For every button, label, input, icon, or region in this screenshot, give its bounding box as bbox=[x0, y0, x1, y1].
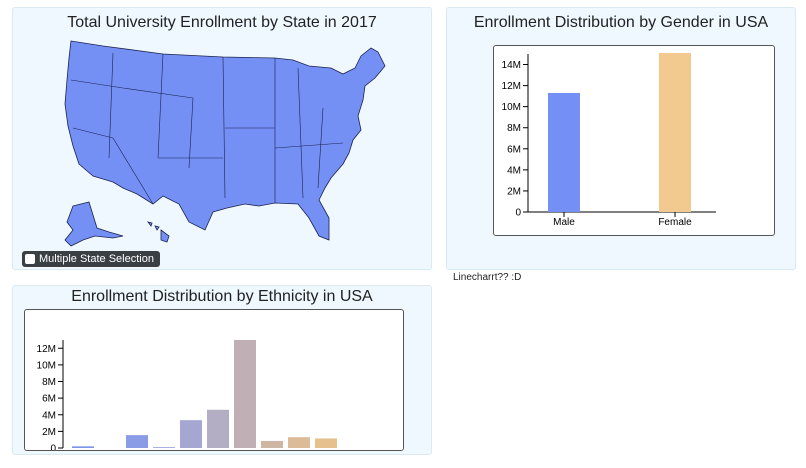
y-tick-label: 2M bbox=[507, 186, 521, 197]
bar bbox=[126, 435, 148, 448]
bar bbox=[72, 446, 94, 448]
gender-chart-box: 0 2M 4M 6M 8M 10M 12M 14M Male Female bbox=[493, 45, 775, 236]
y-tick-label: 2M bbox=[42, 427, 56, 438]
checkbox[interactable] bbox=[25, 254, 35, 264]
y-tick-label: 12M bbox=[37, 344, 56, 355]
state-shape-alaska bbox=[64, 201, 124, 247]
gender-panel: Enrollment Distribution by Gender in USA… bbox=[446, 7, 796, 270]
y-tick-label: 0 bbox=[515, 208, 521, 219]
y-tick-label: 6M bbox=[42, 394, 56, 405]
y-tick-label: 8M bbox=[42, 377, 56, 388]
bar bbox=[234, 340, 256, 448]
bar bbox=[207, 409, 229, 448]
state-borders bbox=[70, 52, 344, 205]
gender-chart: 0 2M 4M 6M 8M 10M 12M 14M Male Female bbox=[502, 52, 716, 228]
checkbox-label: Multiple State Selection bbox=[39, 253, 154, 265]
map-title: Total University Enrollment by State in … bbox=[67, 14, 377, 31]
bar bbox=[153, 447, 175, 448]
bar bbox=[548, 92, 580, 212]
y-tick-label: 10M bbox=[37, 360, 56, 371]
linechart-placeholder-text: Linecharrt?? :D bbox=[453, 272, 522, 283]
ethnicity-chart-box: 0 2M 4M 6M 8M 10M 12M bbox=[24, 309, 404, 451]
y-tick-label: 4M bbox=[42, 410, 56, 421]
bar bbox=[180, 420, 202, 448]
bar bbox=[261, 440, 283, 448]
ethnicity-chart: 0 2M 4M 6M 8M 10M 12M bbox=[37, 340, 337, 452]
y-tick-label: 12M bbox=[502, 81, 521, 92]
multiple-state-selection-toggle[interactable]: Multiple State Selection bbox=[22, 251, 160, 267]
map-panel: Total University Enrollment by State in … bbox=[12, 7, 432, 270]
x-tick-label: Female bbox=[658, 217, 692, 228]
y-tick-label: 14M bbox=[502, 60, 521, 71]
us-map[interactable] bbox=[13, 8, 431, 269]
state-shape-mainland bbox=[64, 40, 386, 241]
x-tick-label: Male bbox=[553, 217, 575, 228]
y-tick-label: 6M bbox=[507, 144, 521, 155]
state-shape-hawaii bbox=[160, 229, 170, 243]
ethnicity-panel: Enrollment Distribution by Ethnicity in … bbox=[12, 285, 432, 455]
gender-chart-title: Enrollment Distribution by Gender in USA bbox=[473, 14, 769, 31]
ethnicity-chart-title: Enrollment Distribution by Ethnicity in … bbox=[71, 288, 373, 305]
bar bbox=[659, 52, 691, 212]
y-tick-label: 10M bbox=[502, 102, 521, 113]
y-tick-label: 0 bbox=[50, 444, 56, 452]
bar bbox=[315, 438, 337, 448]
bar bbox=[288, 437, 310, 448]
y-tick-label: 8M bbox=[507, 123, 521, 134]
y-tick-label: 4M bbox=[507, 165, 521, 176]
